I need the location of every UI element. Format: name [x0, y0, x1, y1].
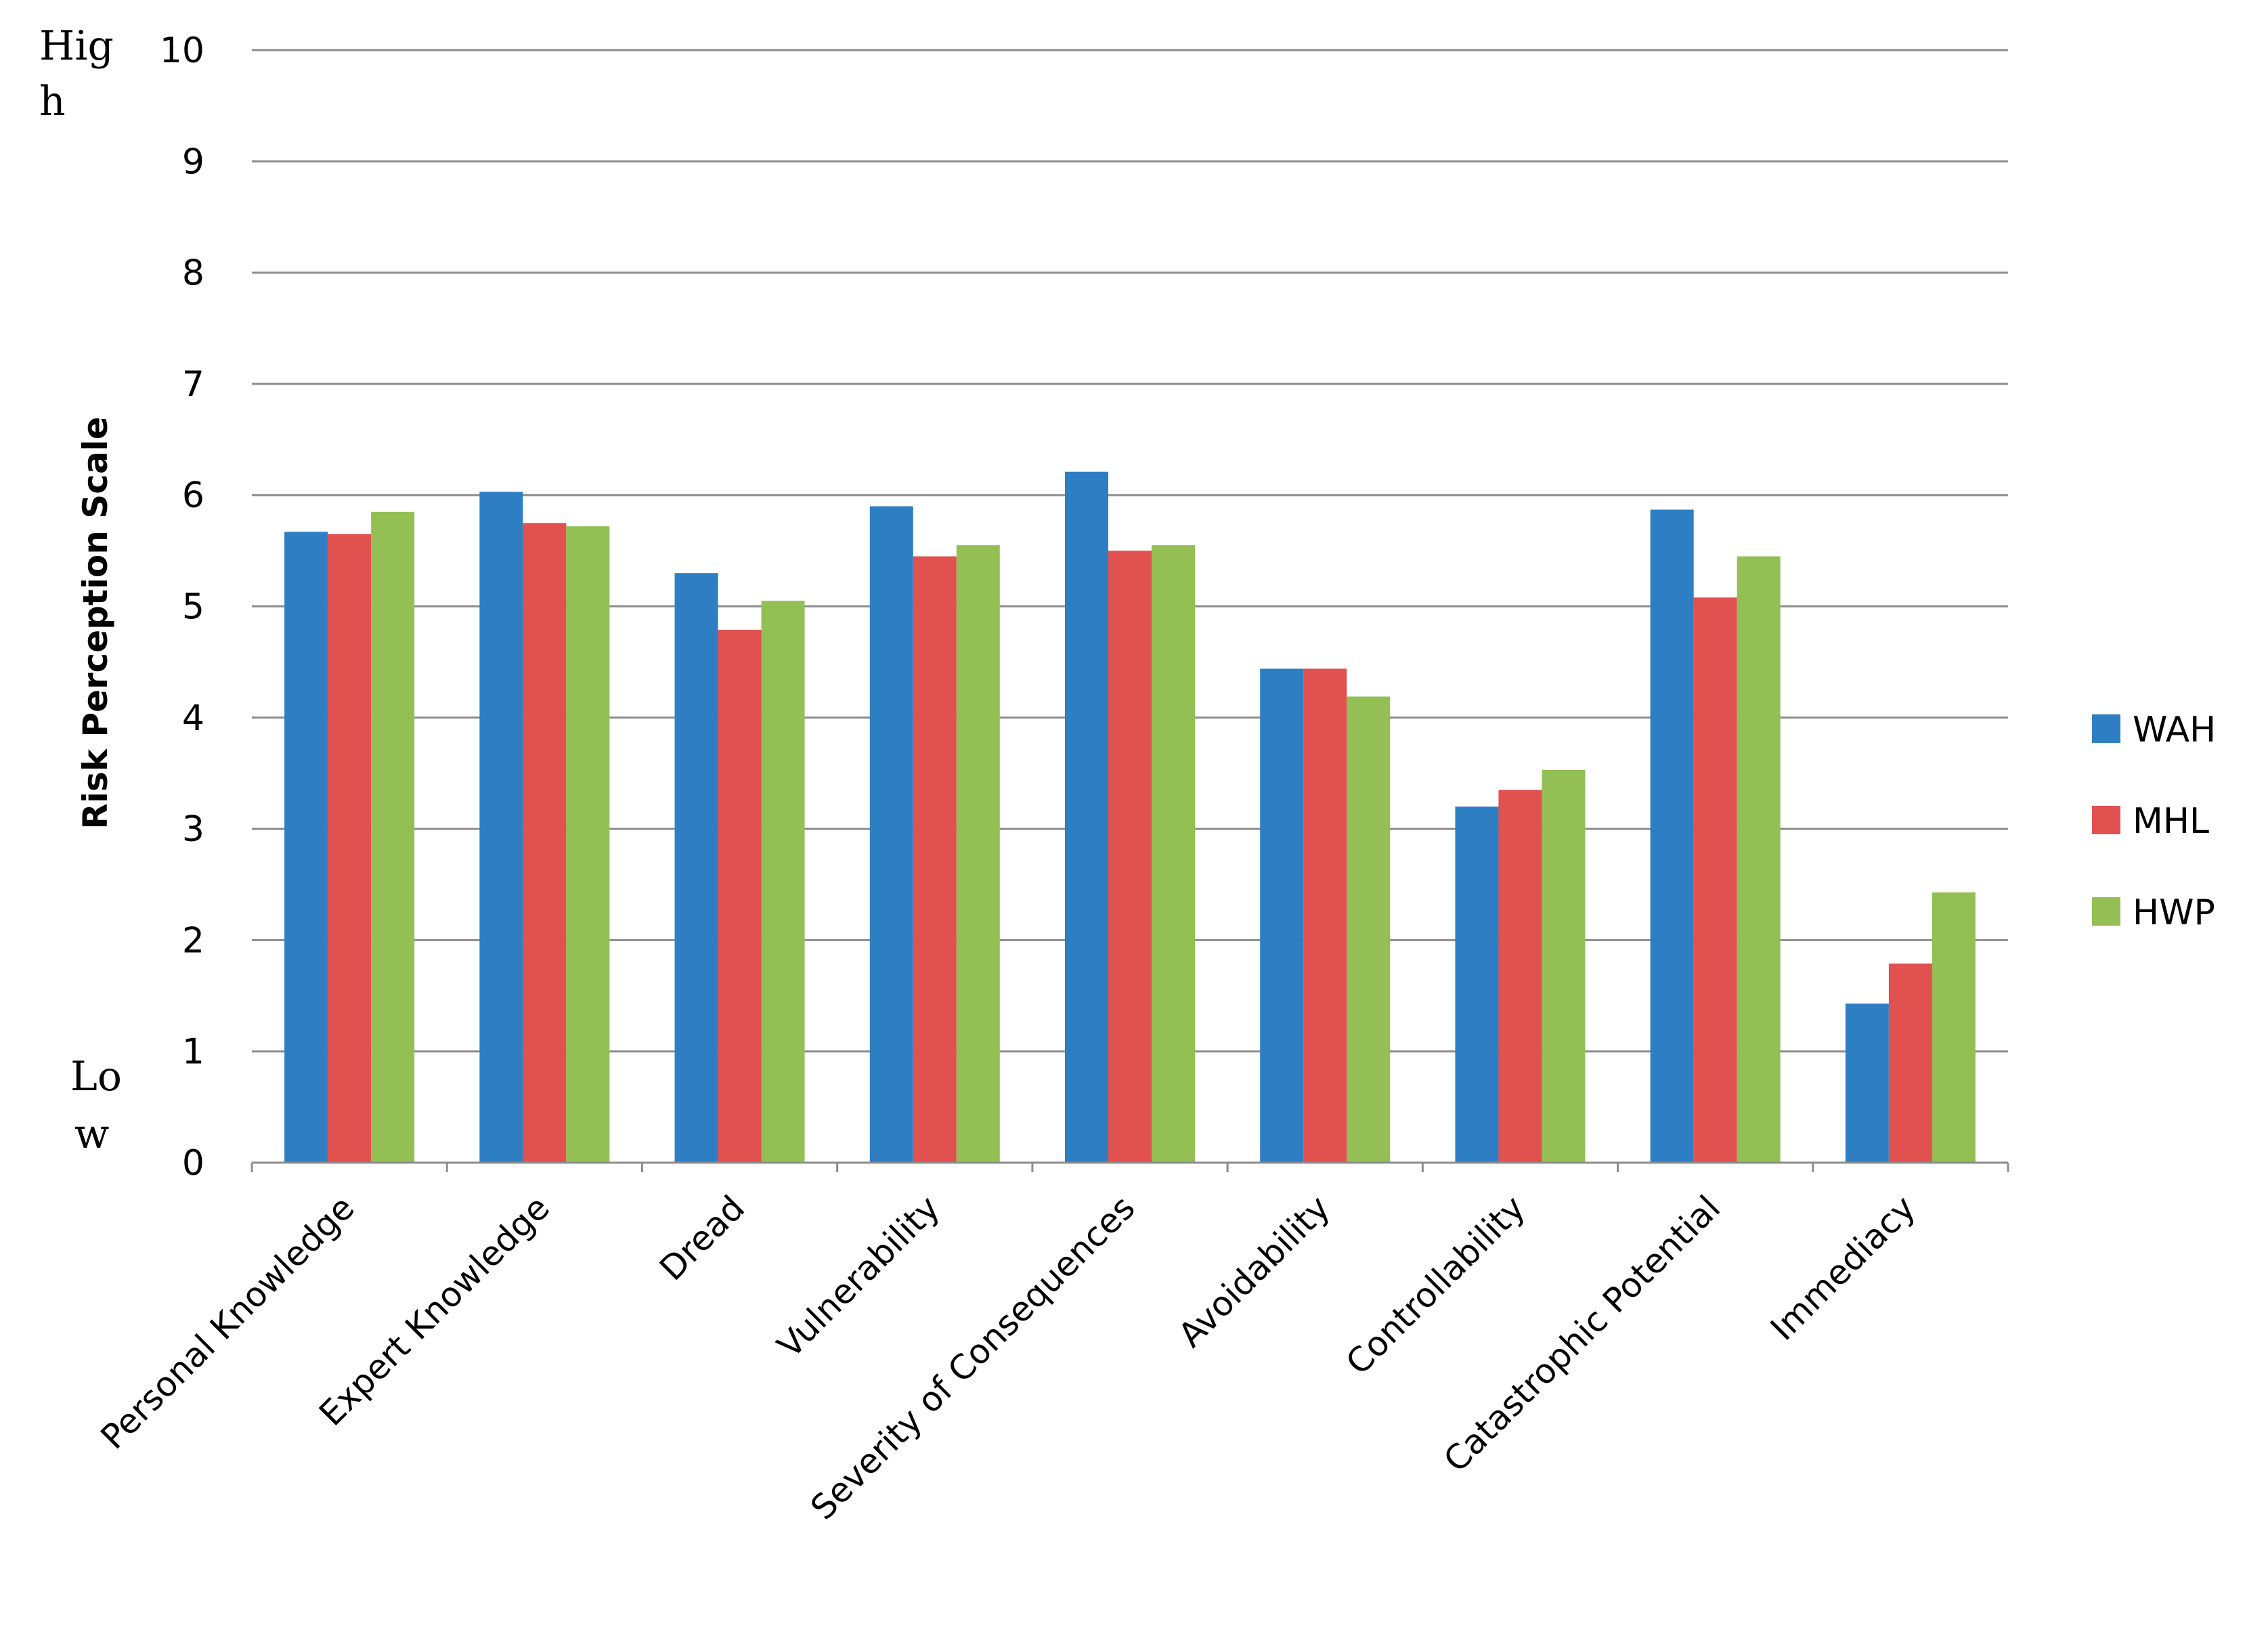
- bar-wah: [674, 573, 718, 1163]
- high-label-line-2: h: [39, 78, 66, 125]
- legend-swatch-mhl: [2092, 806, 2120, 834]
- y-tick-label: 10: [160, 30, 204, 71]
- bar-hwp: [566, 526, 610, 1163]
- high-label-line-1: Hig: [39, 22, 114, 70]
- scale-end-labels: Hig h Lo w: [39, 22, 122, 1158]
- x-tick-label: Vulnerability: [770, 1188, 947, 1365]
- y-axis-title: Risk Perception Scale: [76, 416, 115, 829]
- legend: WAH MHL HWP: [2092, 710, 2216, 933]
- bar-mhl: [523, 523, 567, 1163]
- x-tick-label: Dread: [652, 1188, 752, 1288]
- x-tick-label: Immediacy: [1763, 1188, 1923, 1348]
- bar-hwp: [761, 601, 805, 1163]
- y-tick-label: 3: [182, 809, 204, 850]
- legend-swatch-hwp: [2092, 897, 2120, 926]
- bar-wah: [1845, 1004, 1889, 1163]
- y-tick-label: 9: [182, 142, 204, 182]
- y-tick-label: 5: [182, 587, 204, 628]
- y-tick-label: 4: [182, 698, 204, 739]
- bar-hwp: [1932, 892, 1976, 1163]
- bar-mhl: [1693, 597, 1737, 1163]
- bar-wah: [869, 506, 913, 1163]
- bar-hwp: [1152, 545, 1195, 1163]
- bar-wah: [479, 492, 523, 1163]
- bar-wah: [1260, 668, 1304, 1163]
- y-tick-label: 6: [182, 475, 204, 516]
- legend-label-hwp: HWP: [2133, 892, 2215, 933]
- bar-hwp: [1347, 696, 1391, 1163]
- low-label-line-1: Lo: [70, 1053, 122, 1100]
- bar-mhl: [913, 556, 957, 1163]
- bar-hwp: [1737, 556, 1781, 1163]
- bar-wah: [284, 532, 328, 1163]
- y-tick-label: 1: [182, 1032, 204, 1073]
- bar-wah: [1455, 806, 1499, 1163]
- y-tick-label: 7: [182, 364, 204, 405]
- bar-mhl: [1303, 668, 1347, 1163]
- legend-label-mhl: MHL: [2133, 801, 2209, 842]
- bar-mhl: [1498, 790, 1542, 1163]
- bar-wah: [1065, 471, 1108, 1163]
- bar-wah: [1650, 509, 1694, 1163]
- legend-label-wah: WAH: [2133, 710, 2216, 750]
- y-tick-label: 2: [182, 920, 204, 961]
- y-tick-label: 8: [182, 253, 204, 294]
- legend-swatch-wah: [2092, 714, 2120, 743]
- x-tick-label: Controllability: [1338, 1188, 1533, 1382]
- bar-mhl: [718, 630, 762, 1163]
- bar-hwp: [1542, 770, 1586, 1163]
- bar-hwp: [371, 511, 415, 1163]
- y-tick-label: 0: [182, 1143, 204, 1184]
- bar-mhl: [328, 534, 372, 1163]
- bar-mhl: [1108, 551, 1152, 1163]
- bar-mhl: [1888, 963, 1932, 1163]
- bar-hwp: [956, 545, 1000, 1163]
- x-tick-label: Severity of Consequences: [803, 1188, 1142, 1527]
- low-label-line-2: w: [74, 1111, 109, 1158]
- bars: [284, 471, 1976, 1163]
- x-tick-label: Avoidability: [1171, 1188, 1337, 1354]
